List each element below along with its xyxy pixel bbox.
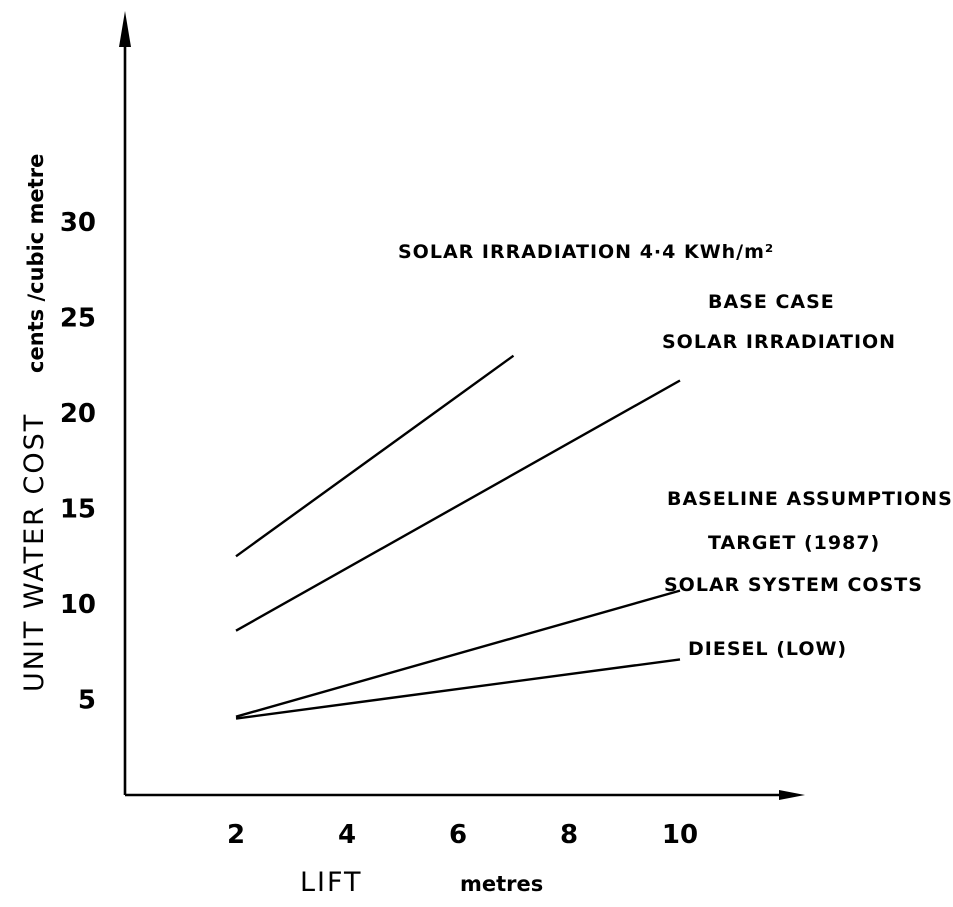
y-tick-label: 10 xyxy=(60,590,96,620)
y-tick-label: 25 xyxy=(60,304,96,334)
annotation-solar-system-costs: SOLAR SYSTEM COSTS xyxy=(664,574,923,596)
y-tick-label: 15 xyxy=(60,495,96,525)
x-tick-label: 4 xyxy=(338,820,356,850)
series-line-1 xyxy=(235,354,515,558)
x-axis-arrow-icon xyxy=(779,790,805,800)
annotation-base-case: BASE CASE xyxy=(708,291,835,313)
x-tick-label: 2 xyxy=(227,820,245,850)
x-axis-unit: metres xyxy=(460,872,543,896)
series-line-2 xyxy=(235,379,681,632)
series-layer xyxy=(235,354,681,720)
annotation-baseline-assumptions: BASELINE ASSUMPTIONS xyxy=(667,488,953,510)
annotation-target-1987: TARGET (1987) xyxy=(708,532,880,554)
y-tick-label: 20 xyxy=(60,399,96,429)
x-axis-title: LIFT metres xyxy=(300,867,543,898)
x-tick-label: 10 xyxy=(662,820,698,850)
annotation-solar-irradiation-4-4: SOLAR IRRADIATION 4·4 KWh/m² xyxy=(398,241,774,263)
annotations: SOLAR IRRADIATION 4·4 KWh/m² BASE CASE S… xyxy=(398,241,953,660)
y-axis-label: UNIT WATER COST xyxy=(19,413,50,692)
y-axis-title: UNIT WATER COST cents /cubic metre xyxy=(19,154,50,692)
series-line-3 xyxy=(235,589,681,718)
plot-area: 2 4 6 8 10 5 10 15 20 25 30 xyxy=(60,11,805,850)
x-tick-label: 8 xyxy=(560,820,578,850)
annotation-base-case-solar-irradiation: SOLAR IRRADIATION xyxy=(662,331,896,353)
y-axis-unit: cents /cubic metre xyxy=(24,154,48,373)
y-tick-label: 30 xyxy=(60,208,96,238)
series-line-4 xyxy=(235,658,681,720)
axes xyxy=(119,11,805,800)
x-axis-label: LIFT xyxy=(300,867,363,898)
x-tick-label: 6 xyxy=(449,820,467,850)
tick-labels: 2 4 6 8 10 5 10 15 20 25 30 xyxy=(60,208,698,850)
y-tick-label: 5 xyxy=(78,686,96,716)
y-axis-arrow-icon xyxy=(119,11,131,47)
annotation-diesel-low: DIESEL (LOW) xyxy=(688,638,847,660)
